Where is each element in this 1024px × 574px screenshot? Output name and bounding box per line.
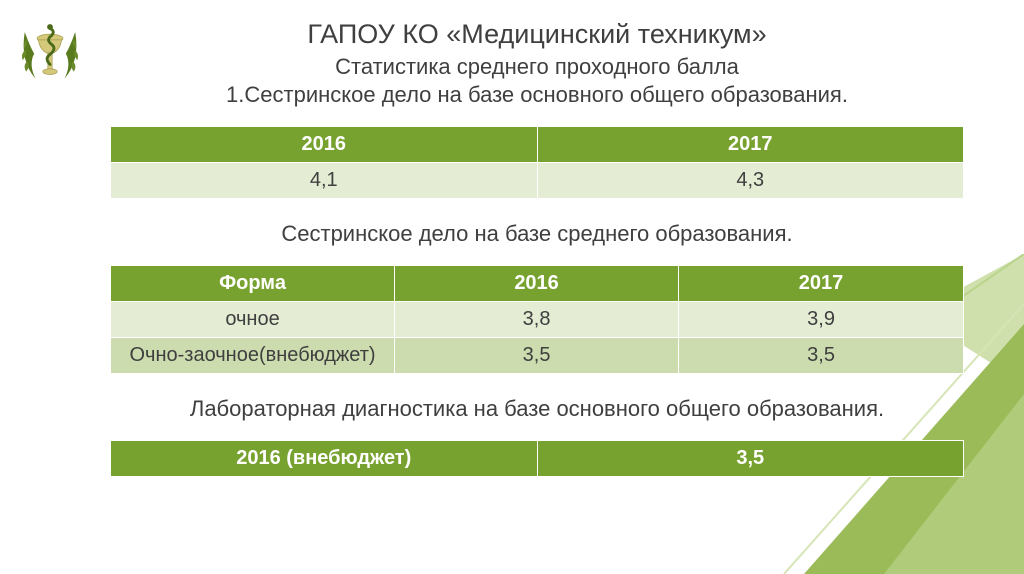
table-row: 4,1 4,3 [111, 162, 964, 198]
col-form: Форма [111, 265, 395, 301]
table-row: Очно-заочное(внебюджет) 3,5 3,5 [111, 337, 964, 373]
table-lab-diagnostics: 2016 (внебюджет) 3,5 [110, 440, 964, 477]
cell-value: 3,5 [395, 337, 679, 373]
cell-value: 3,5 [679, 337, 964, 373]
cell-form: Очно-заочное(внебюджет) [111, 337, 395, 373]
section-label-lab-diagnostics: Лабораторная диагностика на базе основно… [110, 396, 964, 422]
cell-value: 3,5 [537, 440, 964, 476]
col-2016: 2016 [111, 126, 538, 162]
section-label-nursing-secondary: Сестринское дело на базе среднего образо… [110, 221, 964, 247]
col-2017: 2017 [537, 126, 964, 162]
cell-year-label: 2016 (внебюджет) [111, 440, 538, 476]
page-subtitle-1: Статистика среднего проходного балла [110, 54, 964, 80]
page-subtitle-2: 1.Сестринское дело на базе основного общ… [110, 82, 964, 108]
page-title: ГАПОУ КО «Медицинский техникум» [110, 18, 964, 52]
col-2016: 2016 [395, 265, 679, 301]
cell-value: 4,3 [537, 162, 964, 198]
cell-form: очное [111, 301, 395, 337]
table-nursing-secondary: Форма 2016 2017 очное 3,8 3,9 Очно-заочн… [110, 265, 964, 374]
cell-value: 3,9 [679, 301, 964, 337]
slide-content: ГАПОУ КО «Медицинский техникум» Статисти… [0, 0, 1024, 477]
table-header-row: Форма 2016 2017 [111, 265, 964, 301]
cell-value: 4,1 [111, 162, 538, 198]
table-row: очное 3,8 3,9 [111, 301, 964, 337]
table-nursing-basic: 2016 2017 4,1 4,3 [110, 126, 964, 199]
cell-value: 3,8 [395, 301, 679, 337]
table-row: 2016 (внебюджет) 3,5 [111, 440, 964, 476]
table-header-row: 2016 2017 [111, 126, 964, 162]
col-2017: 2017 [679, 265, 964, 301]
